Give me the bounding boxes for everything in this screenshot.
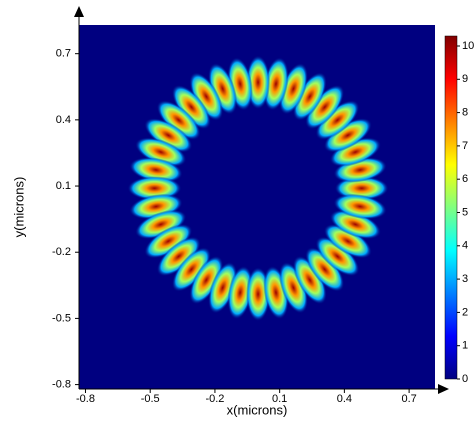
x-arrow — [438, 384, 449, 394]
lobe — [135, 209, 187, 240]
lobe — [189, 255, 224, 305]
lobe — [315, 100, 360, 140]
lobe — [156, 236, 201, 277]
y-tick-label: 0.1 — [56, 180, 71, 192]
lobe — [263, 57, 289, 111]
y-arrow — [74, 6, 84, 17]
colorbar-tick-label: 1 — [462, 340, 468, 352]
lobe — [171, 84, 211, 130]
lobe — [156, 100, 201, 140]
lobe — [333, 193, 387, 220]
y-tick-label: -0.8 — [52, 378, 71, 390]
y-tick-label: -0.5 — [52, 312, 71, 324]
lobe — [329, 137, 382, 167]
lobe — [227, 265, 253, 320]
colorbar-tick-label: 8 — [462, 106, 468, 118]
lobe — [305, 84, 345, 130]
x-axis-label: x(microns) — [227, 402, 288, 417]
lobe — [323, 118, 372, 153]
colorbar-tick-label: 0 — [462, 373, 468, 385]
y-tick-label: 0.4 — [56, 114, 71, 126]
plot-area — [79, 25, 435, 389]
lobe — [315, 236, 360, 277]
x-tick-label: -0.8 — [76, 393, 95, 405]
lobe — [144, 118, 193, 153]
y-tick-label: -0.2 — [52, 246, 71, 258]
colorbar — [444, 35, 458, 380]
colorbar-tick-label: 7 — [462, 140, 468, 152]
lobe — [305, 247, 345, 292]
x-tick-label: -0.5 — [141, 393, 160, 405]
lobe — [323, 224, 372, 259]
lobe — [329, 209, 382, 240]
lobe — [189, 72, 224, 121]
colorbar-tick-label: 4 — [462, 240, 468, 252]
lobe — [129, 157, 183, 183]
x-tick-label: 0.7 — [401, 393, 416, 405]
lobe — [171, 247, 211, 292]
colorbar-tick-label: 2 — [462, 306, 468, 318]
x-tick-label: 0.1 — [272, 393, 287, 405]
x-tick-label: 0.4 — [337, 393, 352, 405]
colorbar-tick-label: 9 — [462, 73, 468, 85]
colorbar-tick-label: 10 — [462, 40, 474, 52]
lobe — [292, 72, 327, 121]
lobe — [292, 255, 327, 305]
colorbar-tick-label: 5 — [462, 206, 468, 218]
x-tick-label: -0.2 — [205, 393, 224, 405]
y-tick-label: 0.7 — [56, 48, 71, 60]
colorbar-tick-label: 3 — [462, 273, 468, 285]
colorbar-tick-label: 6 — [462, 173, 468, 185]
lobe — [144, 224, 193, 259]
lobe — [135, 137, 187, 167]
y-axis-label: y(microns) — [11, 177, 26, 238]
